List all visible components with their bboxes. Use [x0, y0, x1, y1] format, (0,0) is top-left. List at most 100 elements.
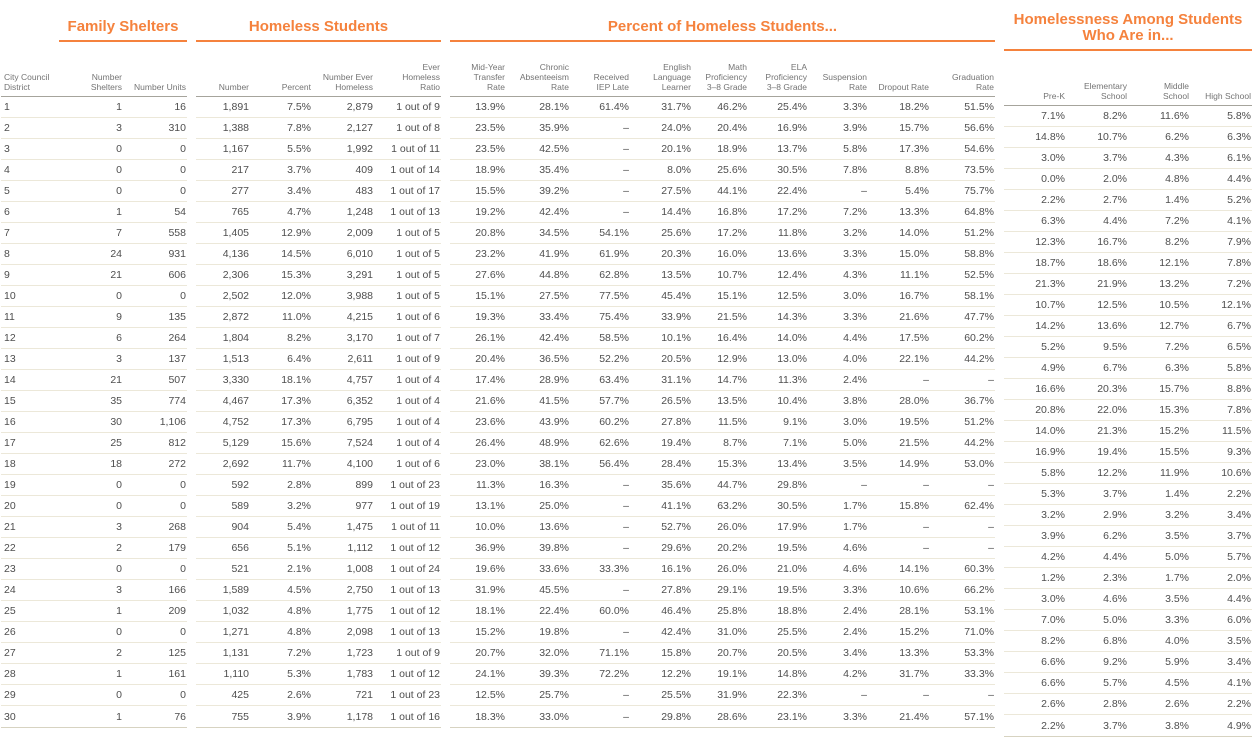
value-cell: 24.1%: [475, 668, 505, 680]
table-row: 29 0 0: [1, 685, 187, 706]
value-cell: 19.8%: [539, 626, 569, 638]
value-cell: 12.1%: [1159, 257, 1189, 270]
value-cell: 20.4%: [717, 122, 747, 134]
value-cell: 30: [110, 416, 122, 428]
value-cell: –: [923, 374, 929, 386]
value-cell: 14.7%: [717, 374, 747, 386]
value-cell: 0: [116, 143, 122, 155]
value-cell: 0: [116, 479, 122, 491]
value-cell: 6.7%: [1103, 362, 1127, 375]
header-dropout-rate: Dropout Rate: [878, 81, 929, 92]
value-cell: 3.7%: [1103, 488, 1127, 501]
table-row: 23.5% 35.9% – 24.0% 20.4% 16.9% 3.9% 15.7% 56.6%: [450, 118, 995, 139]
value-cell: 1,804: [222, 332, 249, 344]
value-cell: 310: [168, 122, 186, 134]
column-headers: Mid-Year Transfer Rate Chronic Absenteei…: [450, 42, 995, 97]
table-row: 2.2% 2.7% 1.4% 5.2%: [1004, 190, 1252, 212]
value-cell: 17.3%: [281, 395, 311, 407]
value-cell: 3.2%: [1041, 509, 1065, 522]
value-cell: 16.3%: [539, 479, 569, 491]
value-cell: –: [623, 500, 629, 512]
value-cell: 4.3%: [843, 269, 867, 281]
value-cell: 2.9%: [1103, 509, 1127, 522]
value-cell: 13.7%: [777, 143, 807, 155]
value-cell: 6.6%: [1041, 677, 1065, 690]
value-cell: 18.8%: [777, 605, 807, 617]
value-cell: 5.3%: [287, 668, 311, 680]
value-cell: 12.5%: [777, 290, 807, 302]
table-row: 5 0 0: [1, 181, 187, 202]
value-cell: 2.4%: [843, 626, 867, 638]
district-cell: 15: [4, 395, 16, 407]
value-cell: 11.3%: [778, 374, 807, 386]
district-cell: 29: [4, 689, 16, 701]
value-cell: 1.7%: [843, 521, 867, 533]
table-row: 2.6% 2.8% 2.6% 2.2%: [1004, 694, 1252, 716]
table-row: 277 3.4% 483 1 out of 17: [196, 181, 441, 202]
value-cell: 33.0%: [539, 710, 569, 723]
value-cell: 268: [168, 521, 186, 533]
table-row: 19 0 0: [1, 475, 187, 496]
table-row: 18.3% 33.0% – 29.8% 28.6% 23.1% 3.3% 21.4% 57.1%: [450, 706, 995, 727]
value-cell: –: [623, 164, 629, 176]
table-row: 19.3% 33.4% 75.4% 33.9% 21.5% 14.3% 3.3% 21.6% 4…: [450, 307, 995, 328]
value-cell: 2,879: [346, 101, 373, 113]
value-cell: 24: [110, 248, 122, 260]
value-cell: 58.8%: [964, 248, 994, 260]
table-row: 17.4% 28.9% 63.4% 31.1% 14.7% 11.3% 2.4% – –: [450, 370, 995, 391]
value-cell: 135: [168, 311, 186, 323]
value-cell: 0: [180, 164, 186, 176]
value-cell: 20.1%: [661, 143, 691, 155]
value-cell: 1,723: [346, 647, 373, 659]
value-cell: 0: [180, 143, 186, 155]
value-cell: 19.5%: [777, 542, 807, 554]
value-cell: 4.4%: [1227, 173, 1251, 186]
value-cell: 209: [168, 605, 186, 617]
value-cell: 18.6%: [1097, 257, 1127, 270]
table-row: 20.8% 34.5% 54.1% 25.6% 17.2% 11.8% 3.2% 14.0% 5…: [450, 223, 995, 244]
table-body-homelessness-among: 7.1% 8.2% 11.6% 5.8% 14.8% 10.7% 6.2% 6.3% 3.0% 3…: [1004, 106, 1252, 738]
value-cell: 1.4%: [1165, 488, 1189, 501]
table-row: 1,804 8.2% 3,170 1 out of 7: [196, 328, 441, 349]
value-cell: 13.3%: [899, 206, 929, 218]
value-cell: 4.3%: [1165, 152, 1189, 165]
value-cell: 161: [168, 668, 186, 680]
value-cell: 26.0%: [717, 563, 747, 575]
value-cell: 54.1%: [599, 227, 629, 239]
value-cell: 35.9%: [539, 122, 569, 134]
value-cell: 3,330: [222, 374, 249, 386]
value-cell: 264: [168, 332, 186, 344]
table-row: 10 0 0: [1, 286, 187, 307]
value-cell: 63.4%: [599, 374, 629, 386]
group-title-homelessness-among: Homelessness Among Students Who Are in..…: [1004, 11, 1252, 52]
value-cell: 17.9%: [777, 521, 807, 533]
table-row: 21.3% 21.9% 13.2% 7.2%: [1004, 274, 1252, 296]
value-cell: 25: [110, 437, 122, 449]
value-cell: 18.7%: [1035, 257, 1065, 270]
value-cell: 15.8%: [661, 647, 691, 659]
value-cell: 60.0%: [599, 605, 629, 617]
value-cell: 20.7%: [475, 647, 505, 659]
value-cell: 35: [110, 395, 122, 407]
value-cell: 0: [180, 563, 186, 575]
value-cell: –: [861, 689, 867, 701]
value-cell: 0: [116, 626, 122, 638]
value-cell: 13.6%: [777, 248, 807, 260]
table-row: 1,891 7.5% 2,879 1 out of 9: [196, 97, 441, 118]
value-cell: 14.2%: [1035, 320, 1065, 333]
table-row: 1,271 4.8% 2,098 1 out of 13: [196, 622, 441, 643]
value-cell: 20.8%: [475, 227, 505, 239]
value-cell: 1,775: [346, 605, 373, 617]
value-cell: 31.9%: [475, 584, 505, 596]
value-cell: 3: [116, 353, 122, 365]
value-cell: 44.7%: [717, 479, 747, 491]
value-cell: 1 out of 12: [390, 605, 440, 617]
value-cell: 17.3%: [899, 143, 929, 155]
value-cell: 3.7%: [1103, 719, 1127, 732]
value-cell: 3.9%: [1041, 530, 1065, 543]
table-row: 20 0 0: [1, 496, 187, 517]
value-cell: 272: [168, 458, 186, 470]
value-cell: 7.8%: [287, 122, 311, 134]
table-row: 24 3 166: [1, 580, 187, 601]
value-cell: 7.2%: [1165, 341, 1189, 354]
